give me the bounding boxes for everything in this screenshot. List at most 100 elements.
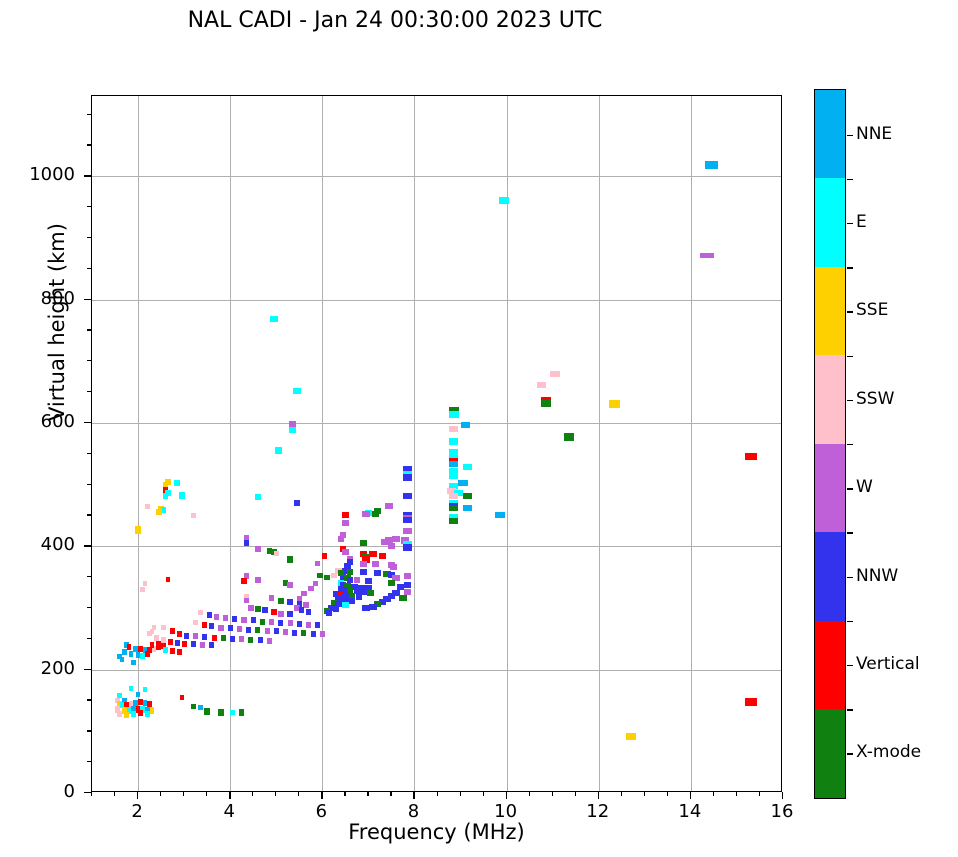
scatter-point (124, 711, 129, 718)
scatter-point (250, 617, 256, 624)
scatter-point (179, 694, 185, 700)
scatter-point (371, 511, 379, 518)
scatter-point (273, 628, 279, 635)
scatter-point (362, 604, 370, 611)
scatter-point (449, 483, 459, 490)
x-axis-minor-tick (275, 792, 277, 796)
scatter-point (367, 589, 375, 596)
colorbar-segment-ssw (815, 355, 845, 445)
gridline-vertical (414, 96, 416, 791)
x-axis-title: Frequency (MHz) (348, 820, 525, 844)
x-axis-tick (597, 792, 600, 799)
y-axis-tick (84, 421, 91, 424)
scatter-point (346, 559, 354, 566)
scatter-point (287, 598, 293, 605)
x-axis-tick-label: 10 (494, 801, 518, 822)
colorbar-boundary-tick (847, 267, 853, 269)
y-axis-minor-tick (87, 452, 91, 454)
x-axis-tick (321, 792, 323, 799)
y-axis-tick (84, 175, 91, 177)
scatter-point (117, 653, 122, 659)
scatter-point (278, 597, 284, 604)
scatter-point (387, 543, 396, 550)
x-axis-tick (229, 792, 231, 799)
x-axis-tick (689, 792, 692, 799)
y-axis-minor-tick (87, 699, 91, 701)
scatter-point (305, 621, 312, 628)
scatter-point (278, 619, 284, 626)
scatter-point (197, 705, 203, 711)
gridline-vertical (598, 96, 600, 791)
scatter-point (364, 577, 373, 584)
x-axis-minor-tick (436, 792, 438, 796)
y-axis-tick-label: 800 (40, 287, 75, 309)
scatter-point (255, 577, 261, 584)
scatter-point (238, 709, 245, 717)
x-axis-tick-label: 6 (315, 801, 328, 822)
scatter-point (331, 573, 337, 579)
scatter-point (243, 534, 250, 541)
scatter-point (296, 620, 302, 627)
scatter-point (378, 552, 386, 559)
x-axis-minor-tick (160, 792, 162, 796)
colorbar-boundary-tick (847, 620, 853, 623)
scatter-point (351, 583, 358, 590)
x-axis-tick-label: 2 (131, 801, 143, 822)
scatter-point (156, 509, 162, 516)
scatter-point (337, 586, 344, 593)
scatter-point (540, 400, 551, 408)
scatter-point (156, 640, 162, 647)
scatter-point (357, 584, 366, 591)
scatter-point (243, 572, 250, 579)
scatter-point (126, 706, 132, 714)
scatter-point (298, 607, 305, 614)
scatter-point (403, 527, 412, 534)
scatter-point (396, 583, 405, 590)
x-axis-minor-tick (390, 792, 392, 796)
x-axis-minor-tick (482, 792, 484, 796)
scatter-point (220, 635, 226, 642)
scatter-point (278, 610, 284, 617)
x-axis-minor-tick (735, 792, 738, 796)
gridline-horizontal (92, 669, 781, 671)
scatter-point (218, 708, 224, 716)
scatter-point (460, 421, 470, 428)
y-axis-minor-tick (87, 730, 91, 732)
scatter-point (147, 701, 152, 708)
scatter-point (287, 611, 293, 618)
scatter-point (342, 596, 349, 603)
colorbar[interactable] (814, 89, 846, 799)
colorbar-boundary-tick (847, 178, 853, 181)
scatter-point (131, 659, 136, 665)
scatter-point (119, 702, 125, 709)
scatter-point (342, 601, 349, 608)
scatter-point (204, 708, 210, 716)
x-axis-minor-tick (206, 792, 208, 796)
scatter-point (403, 465, 412, 473)
colorbar-label-x-mode: X-mode (856, 742, 922, 763)
colorbar-label-tick (847, 311, 853, 313)
x-axis-tick-label: 14 (678, 801, 702, 822)
scatter-point (296, 595, 303, 601)
scatter-point (209, 623, 215, 630)
scatter-point (339, 581, 347, 588)
scatter-point (360, 550, 368, 557)
scatter-point (326, 609, 333, 616)
colorbar-label-e: E (856, 211, 867, 232)
scatter-point (563, 433, 574, 442)
scatter-point (392, 590, 400, 597)
scatter-point (494, 512, 505, 519)
x-axis-minor-tick (298, 792, 300, 796)
x-axis-minor-tick (367, 792, 369, 796)
scatter-point (193, 633, 199, 640)
colorbar-label-tick (847, 576, 853, 579)
scatter-point (380, 538, 389, 545)
x-axis-minor-tick (114, 792, 116, 796)
scatter-point (181, 640, 187, 647)
scatter-point (144, 706, 150, 714)
scatter-point (115, 697, 120, 703)
x-axis-minor-tick (344, 792, 346, 796)
scatter-point (261, 607, 268, 614)
scatter-point (177, 649, 182, 656)
